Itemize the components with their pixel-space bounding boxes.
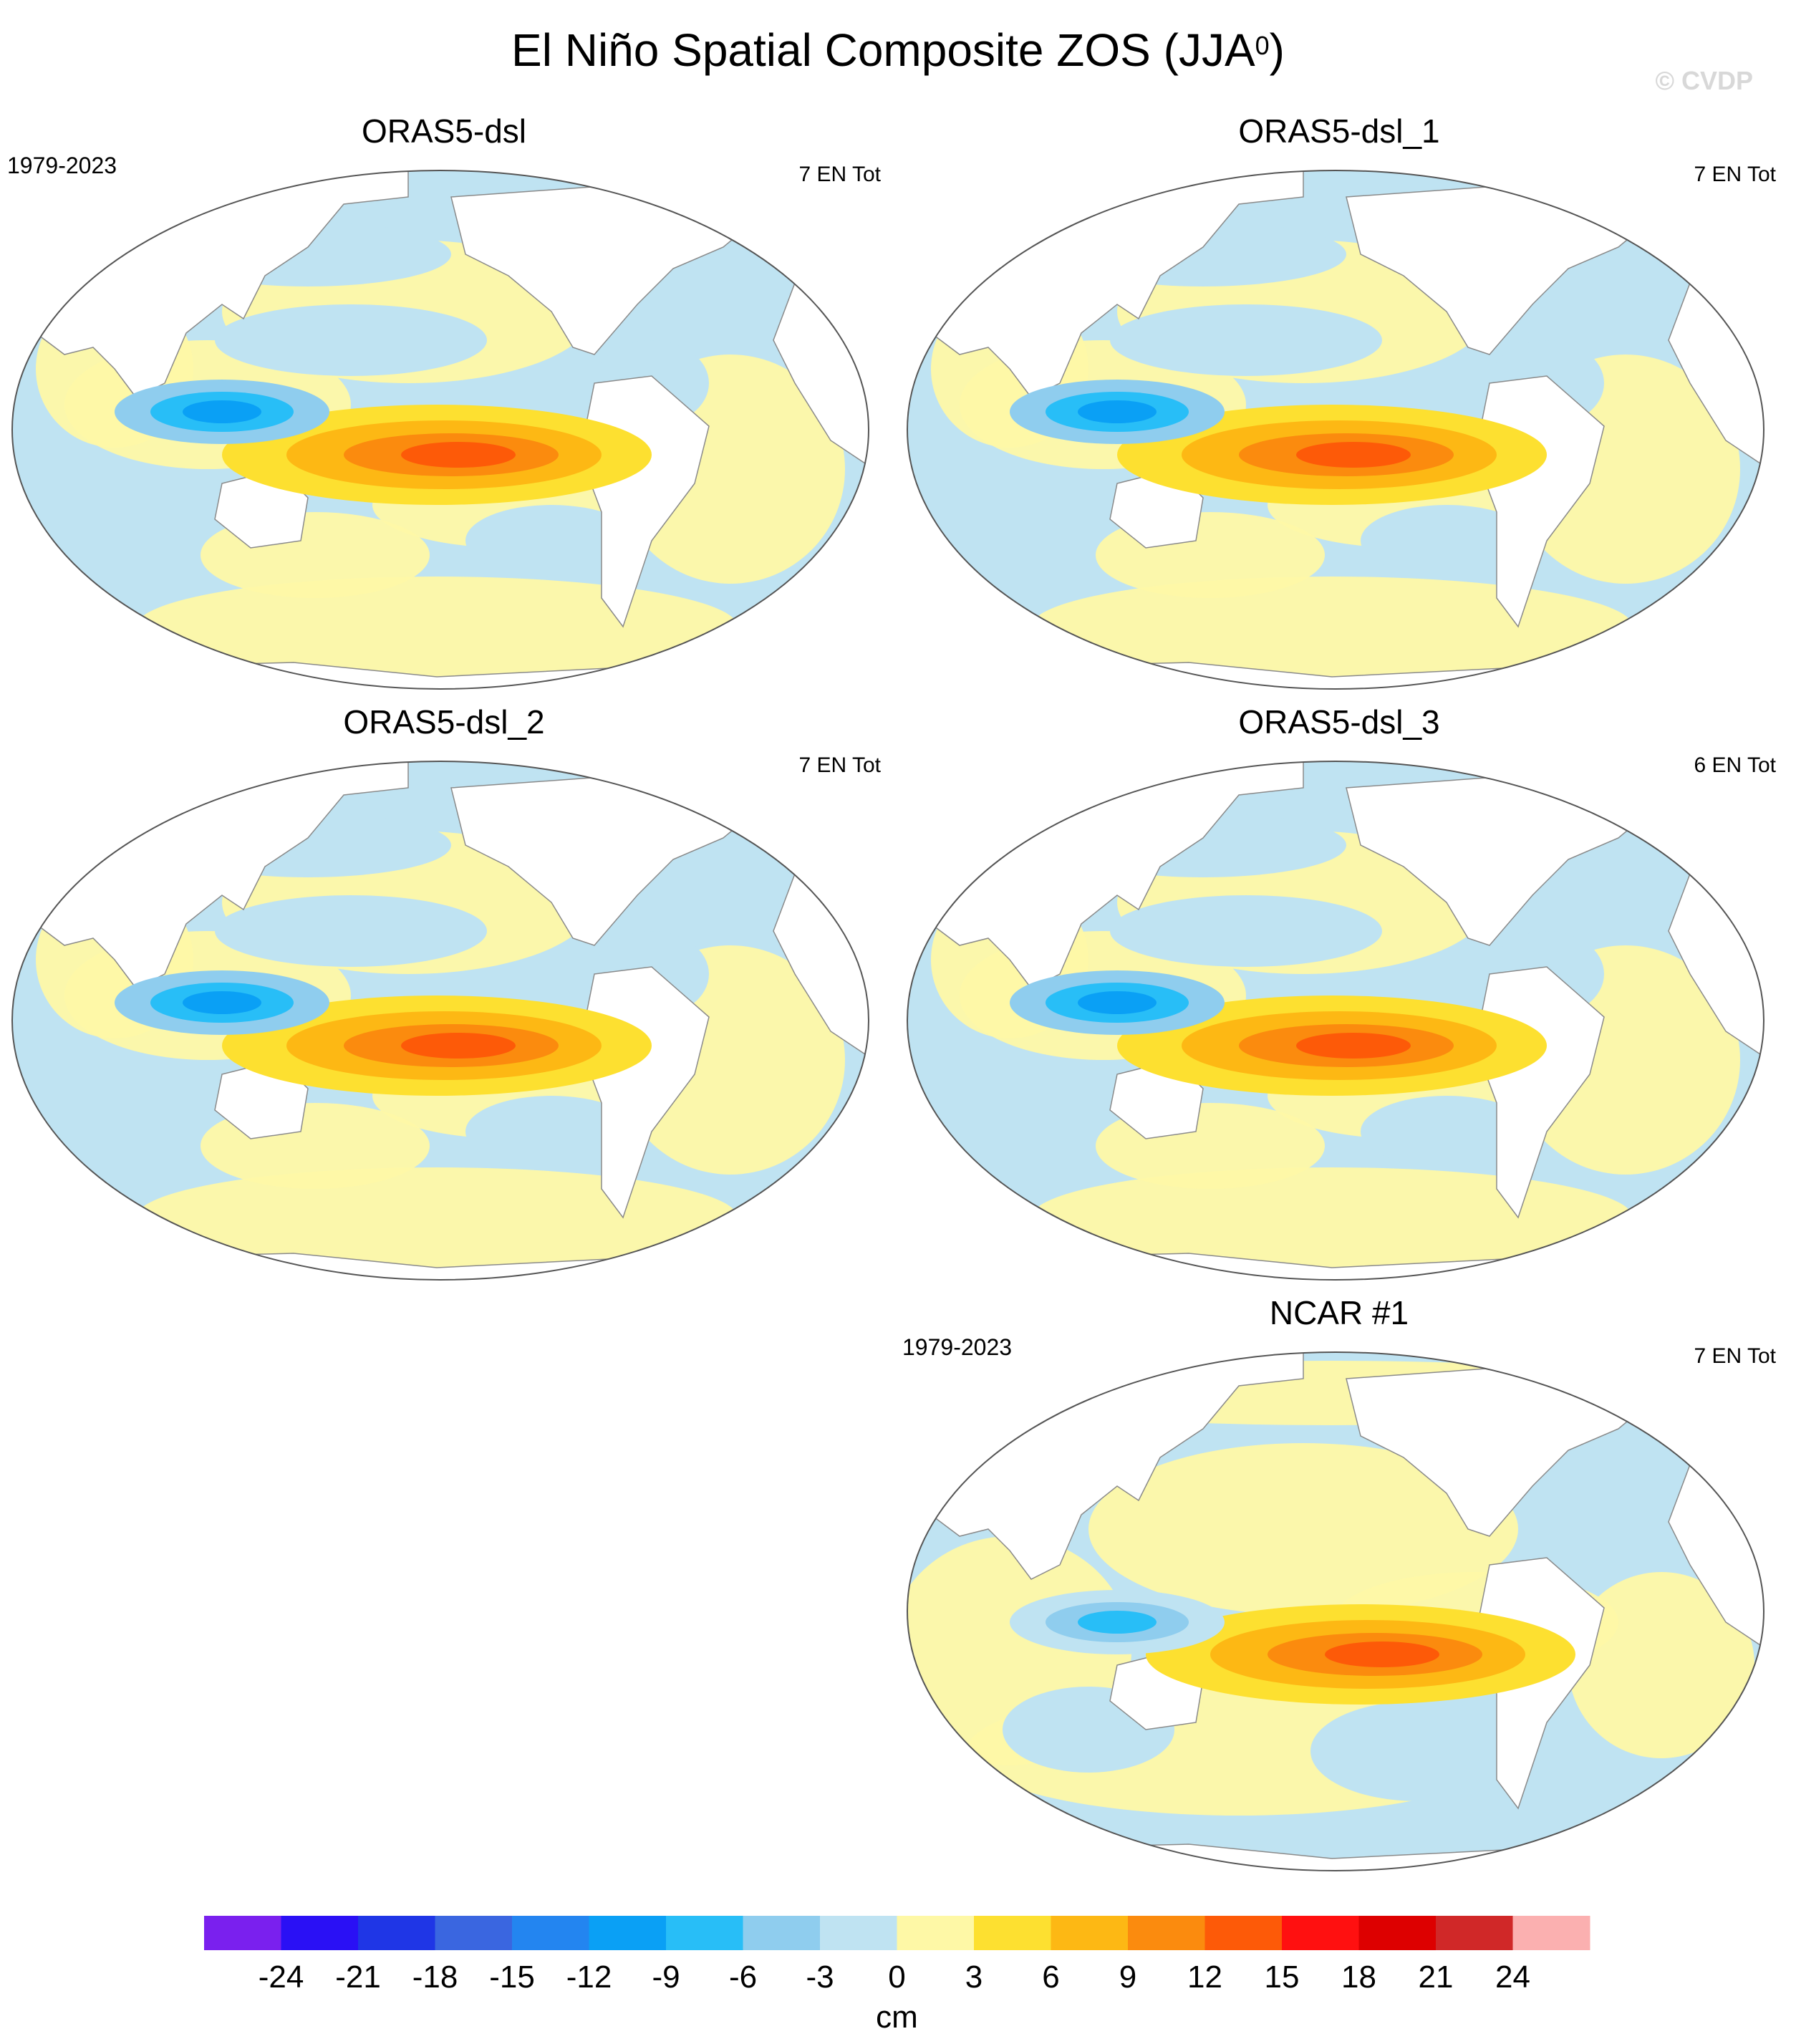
panel-period: 1979-2023 [7, 153, 117, 178]
map-frame [907, 761, 1764, 1281]
colorbar-swatch [897, 1916, 975, 1950]
negative-anomaly-area [215, 304, 487, 376]
panel-title: ORAS5-dsl_1 [1238, 112, 1440, 150]
colorbar-tick-label: -24 [259, 1959, 304, 1995]
panel-event-count: 7 EN Tot [1694, 163, 1776, 186]
colorbar-tick-label: 18 [1341, 1959, 1376, 1995]
world-map [11, 761, 869, 1281]
cold-anomaly-contour [183, 400, 261, 423]
cold-anomaly-contour [1078, 1611, 1157, 1634]
map-panel: NCAR #1 1979-2023 7 EN Tot [902, 1293, 1776, 1871]
map-panel: ORAS5-dsl_2 7 EN Tot [7, 702, 881, 1281]
colorbar-swatch [589, 1916, 667, 1950]
negative-anomaly-area [1110, 895, 1382, 967]
colorbar-swatch [1282, 1916, 1359, 1950]
colorbar-swatch [358, 1916, 435, 1950]
colorbar-swatch [1128, 1916, 1205, 1950]
panel-title: ORAS5-dsl_3 [1238, 703, 1440, 741]
positive-anomaly-area [1088, 1443, 1518, 1615]
colorbar: -24 -21 -18 -15 -12 -9 -6 -3 0 3 6 9 12 15 18 21 24 cm [204, 1916, 1590, 2035]
negative-anomaly-area [1110, 304, 1382, 376]
colorbar-unit-label: cm [876, 2000, 918, 2035]
colorbar-swatch [512, 1916, 589, 1950]
negative-anomaly-area [465, 505, 637, 577]
colorbar-tick-label: -21 [335, 1959, 381, 1995]
warm-anomaly-contour [401, 1033, 516, 1059]
warm-anomaly-contour [1325, 1642, 1439, 1667]
negative-anomaly-area [465, 1096, 637, 1167]
colorbar-tick-label: -6 [729, 1959, 757, 1995]
cold-anomaly-contour [183, 991, 261, 1014]
warm-anomaly-contour [1296, 442, 1411, 468]
panel-event-count: 7 EN Tot [798, 163, 881, 186]
colorbar-tick-label: 21 [1419, 1959, 1454, 1995]
cold-anomaly-contour [1078, 991, 1157, 1014]
colorbar-swatch [743, 1916, 821, 1950]
colorbar-swatch [1204, 1916, 1283, 1950]
colorbar-tick-label: -9 [652, 1959, 680, 1995]
colorbar-swatch [1051, 1916, 1129, 1950]
colorbar-tick-label: 12 [1187, 1959, 1222, 1995]
warm-anomaly-contour [401, 442, 516, 468]
colorbar-tick-label: 0 [888, 1959, 905, 1995]
figure-title: El Niño Spatial Composite ZOS (JJA0) [511, 24, 1285, 76]
map-panel: ORAS5-dsl_3 6 EN Tot [902, 702, 1776, 1281]
colorbar-tick-label: -3 [806, 1959, 834, 1995]
colorbar-tick-label: 6 [1042, 1959, 1059, 1995]
colorbar-swatch [1512, 1916, 1590, 1950]
positive-anomaly-area [136, 1167, 738, 1268]
panel-event-count: 6 EN Tot [1694, 753, 1776, 777]
map-frame [907, 1351, 1764, 1871]
colorbar-tick-label: 9 [1119, 1959, 1136, 1995]
positive-anomaly-area [1031, 1167, 1633, 1268]
panel-event-count: 7 EN Tot [798, 753, 881, 777]
map-frame [907, 170, 1764, 690]
world-map [11, 170, 869, 690]
colorbar-tick-label: -12 [566, 1959, 612, 1995]
world-map [907, 1351, 1764, 1871]
map-frame [11, 761, 869, 1281]
positive-anomaly-area [136, 577, 738, 677]
panel-title: ORAS5-dsl [361, 112, 527, 150]
colorbar-swatch [1358, 1916, 1437, 1950]
world-map [907, 170, 1764, 690]
colorbar-swatch [281, 1916, 359, 1950]
map-frame [11, 170, 869, 690]
colorbar-tick-label: 3 [965, 1959, 983, 1995]
colorbar-swatch [666, 1916, 743, 1950]
panel-period: 1979-2023 [902, 1334, 1013, 1360]
watermark: © CVDP [1655, 66, 1753, 95]
panel-title: NCAR #1 [1269, 1294, 1409, 1331]
colorbar-tick-label: 15 [1265, 1959, 1300, 1995]
map-panel: ORAS5-dsl_1 7 EN Tot [902, 111, 1776, 690]
negative-anomaly-area [1310, 1701, 1525, 1801]
panel-event-count: 7 EN Tot [1694, 1344, 1776, 1368]
colorbar-swatch [1436, 1916, 1513, 1950]
colorbar-swatch [820, 1916, 897, 1950]
cold-anomaly-contour [1078, 400, 1157, 423]
negative-anomaly-area [215, 895, 487, 967]
negative-anomaly-area [1361, 1096, 1532, 1167]
warm-anomaly-contour [1296, 1033, 1411, 1059]
colorbar-tick-label: 24 [1495, 1959, 1530, 1995]
negative-anomaly-area [1361, 505, 1532, 577]
colorbar-swatch [974, 1916, 1051, 1950]
world-map [907, 761, 1764, 1281]
positive-anomaly-area [1031, 577, 1633, 677]
colorbar-swatch [204, 1916, 281, 1950]
colorbar-swatch [435, 1916, 513, 1950]
colorbar-tick-label: -18 [412, 1959, 458, 1995]
colorbar-tick-label: -15 [489, 1959, 535, 1995]
map-panel: ORAS5-dsl 1979-2023 7 EN Tot [7, 111, 881, 690]
panel-title: ORAS5-dsl_2 [343, 703, 545, 741]
